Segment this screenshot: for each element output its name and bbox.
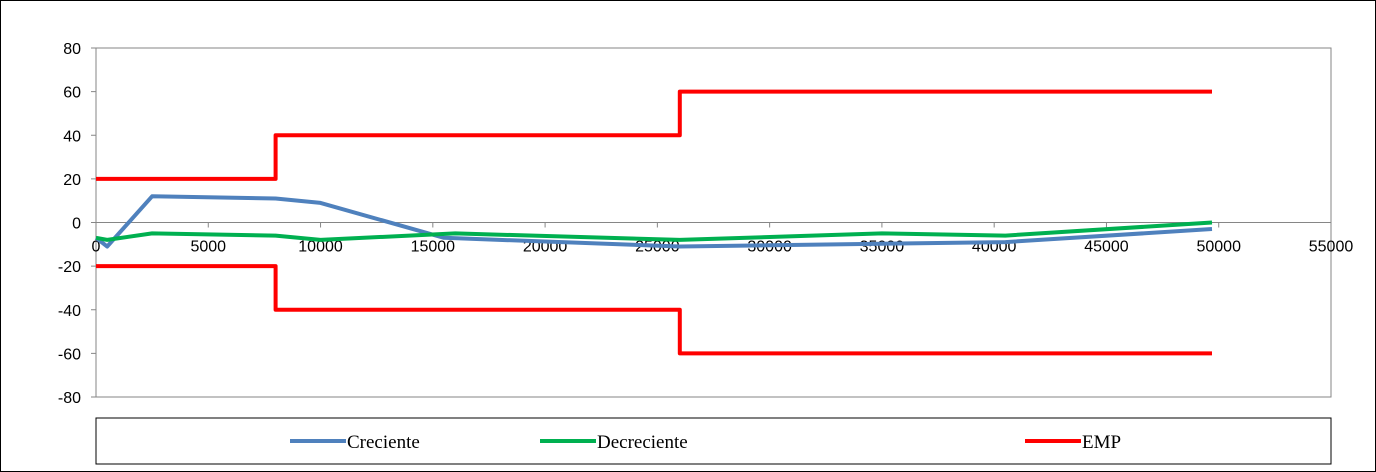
y-tick-label: 40 [63, 128, 81, 145]
x-tick-label: 15000 [411, 239, 456, 256]
y-tick-label: 0 [72, 216, 81, 233]
y-tick-label: -40 [58, 303, 81, 320]
y-tick-label: 60 [63, 85, 81, 102]
series-layer [94, 89, 1213, 356]
legend: Creciente Decreciente EMP [95, 417, 1332, 465]
x-tick-label: 5000 [190, 239, 226, 256]
legend-label: Decreciente [597, 432, 688, 453]
x-tick-label: 55000 [1309, 239, 1354, 256]
y-axis-ticks: 80 60 40 20 0 -20 -40 -60 -80 [58, 41, 96, 407]
y-tick-label: -60 [58, 346, 81, 363]
y-tick-label: -20 [58, 259, 81, 276]
x-tick-label: 45000 [1084, 239, 1129, 256]
x-tick-label: 10000 [298, 239, 343, 256]
plot-area [95, 47, 1332, 398]
x-tick-label: 0 [92, 239, 101, 256]
series-line-decreciente-1 [95, 220, 1213, 242]
y-tick-label: 20 [63, 172, 81, 189]
legend-label: EMP [1082, 432, 1121, 453]
x-tick-label: 50000 [1196, 239, 1241, 256]
series-line-creciente-0 [94, 194, 1213, 249]
series-line-emp-3 [96, 264, 1212, 356]
legend-label: Creciente [347, 432, 420, 453]
legend-box [95, 417, 1332, 465]
x-tick-label: 35000 [860, 239, 905, 256]
y-tick-label: -80 [58, 390, 81, 407]
y-tick-label: 80 [63, 41, 81, 58]
series-line-emp-2 [96, 89, 1212, 181]
